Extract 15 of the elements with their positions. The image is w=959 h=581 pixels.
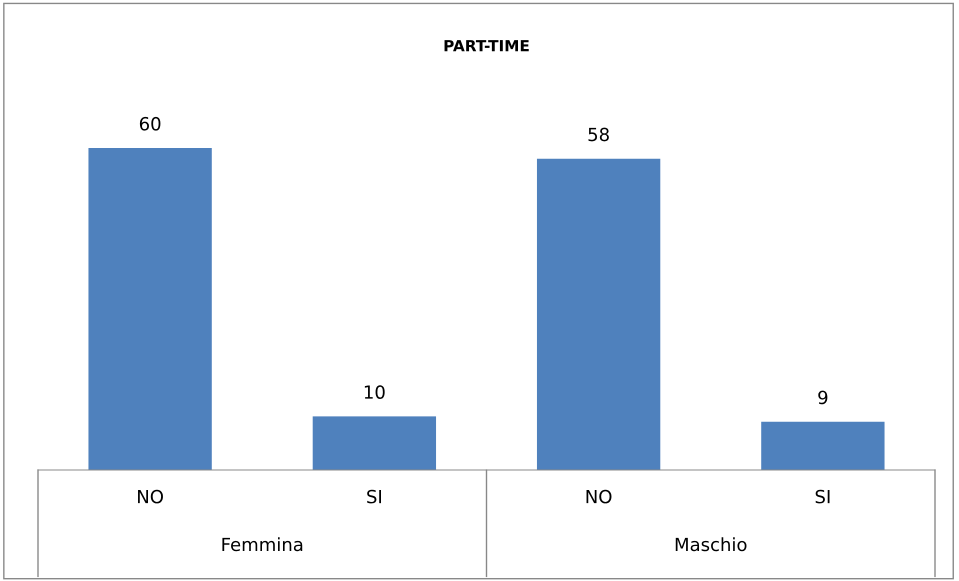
bar (761, 422, 885, 470)
x-tick-label: SI (367, 490, 381, 504)
x-tick-label: NO (586, 490, 612, 504)
text: Femmina (222, 537, 302, 552)
data-label: 9 (818, 390, 828, 404)
data-label: 58 (588, 128, 609, 142)
x-tick-label: SI (816, 490, 830, 504)
data-label: 10 (364, 385, 385, 399)
bar (88, 148, 212, 470)
bar (536, 158, 660, 470)
text: Maschio (676, 537, 747, 552)
x-tick-label: NO (138, 490, 163, 504)
data-label: 60 (140, 116, 160, 131)
chart-title: PART-TIME (444, 40, 529, 52)
bar (312, 416, 436, 470)
